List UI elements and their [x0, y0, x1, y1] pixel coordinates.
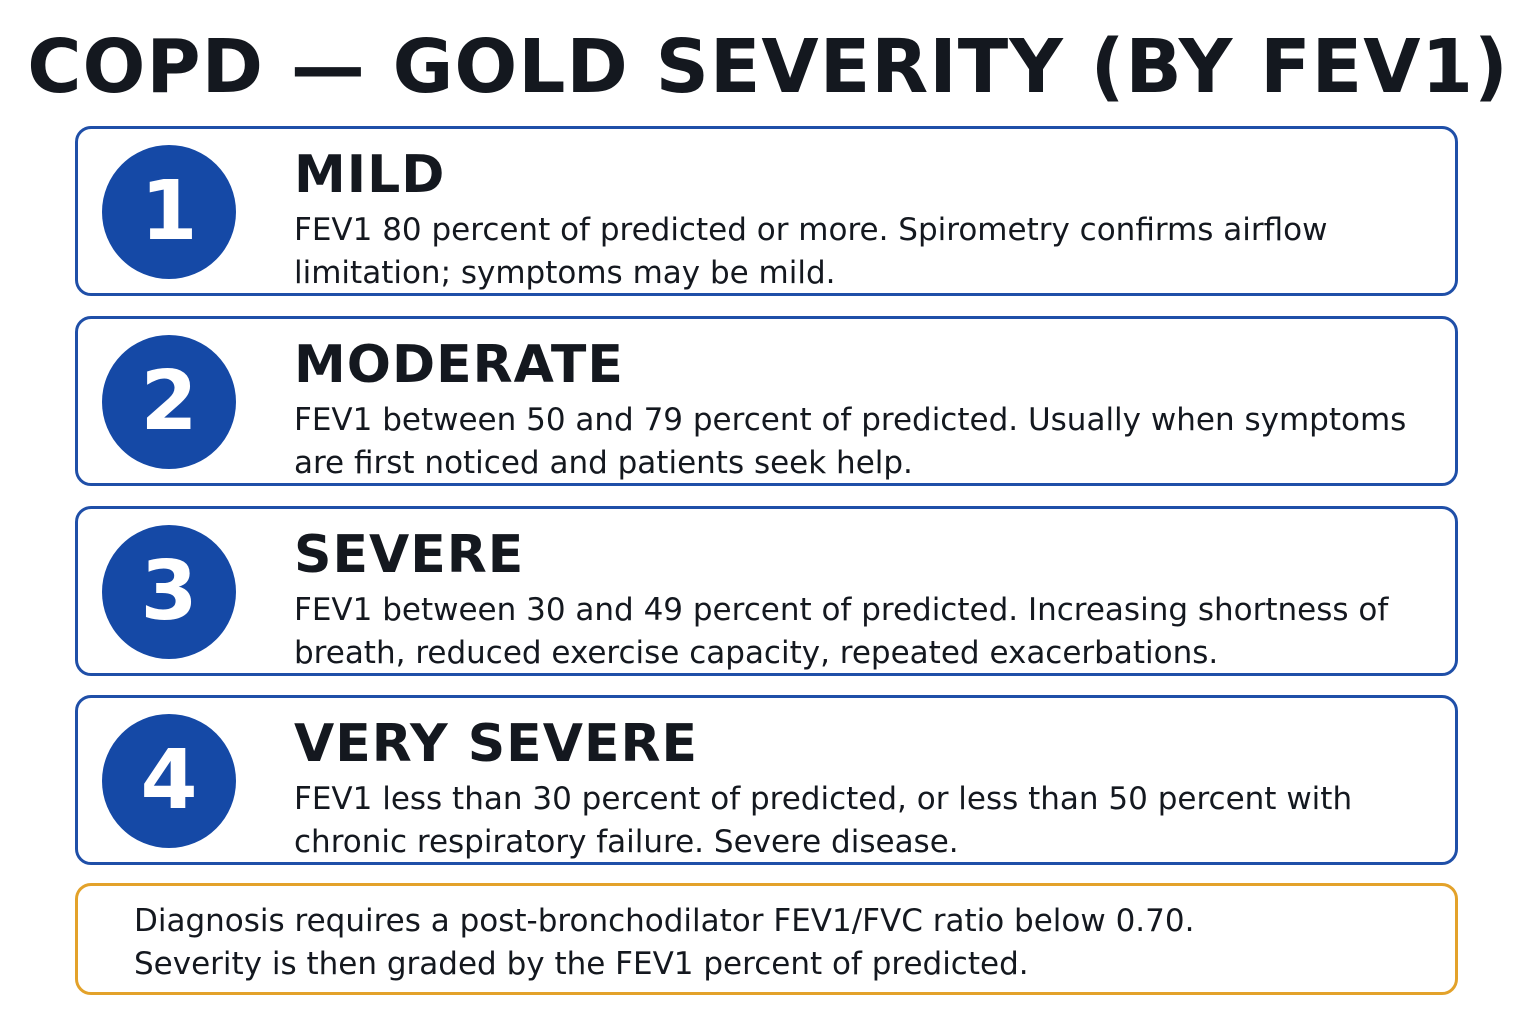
diagnosis-note-line: Severity is then graded by the FEV1 perc… [134, 946, 1029, 982]
stage-card-moderate: 2 MODERATE FEV1 between 50 and 79 percen… [75, 316, 1458, 486]
diagnosis-note-line: Diagnosis requires a post-bronchodilator… [134, 903, 1195, 939]
stage-name: MODERATE [294, 335, 624, 395]
stage-description: FEV1 less than 30 percent of predicted, … [294, 781, 1353, 860]
stage-name: SEVERE [294, 525, 525, 585]
stage-card-severe: 3 SEVERE FEV1 between 30 and 49 percent … [75, 506, 1458, 676]
stage-number-badge: 3 [102, 525, 236, 659]
stage-description: FEV1 between 50 and 79 percent of predic… [294, 402, 1407, 481]
stage-card-mild: 1 MILD FEV1 80 percent of predicted or m… [75, 126, 1458, 296]
diagnosis-note: Diagnosis requires a post-bronchodilator… [75, 883, 1458, 995]
page-title: COPD — GOLD SEVERITY (BY FEV1) [27, 24, 1509, 110]
stage-name: MILD [294, 145, 446, 205]
stage-number-badge: 4 [102, 714, 236, 848]
stage-description: FEV1 between 30 and 49 percent of predic… [294, 592, 1389, 671]
stage-name: VERY SEVERE [294, 714, 699, 774]
diagnosis-note-text: Diagnosis requires a post-bronchodilator… [134, 900, 1414, 986]
stage-card-very-severe: 4 VERY SEVERE FEV1 less than 30 percent … [75, 695, 1458, 865]
stage-number-badge: 1 [102, 145, 236, 279]
stage-number-badge: 2 [102, 335, 236, 469]
stage-description: FEV1 80 percent of predicted or more. Sp… [294, 212, 1328, 291]
